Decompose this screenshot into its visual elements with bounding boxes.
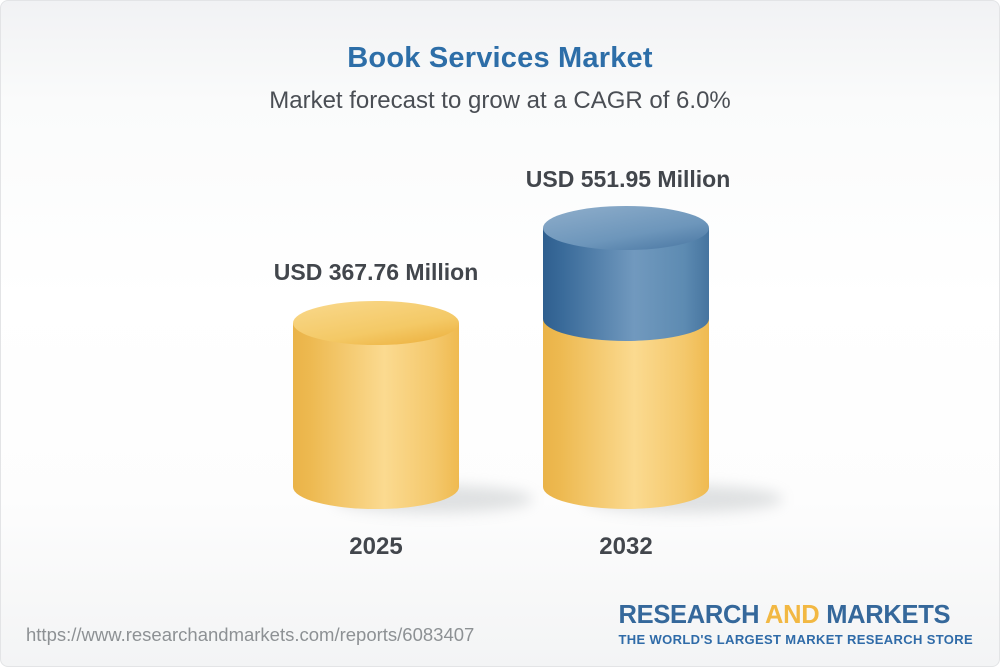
research-and-markets-logo: RESEARCH AND MARKETS THE WORLD'S LARGEST… <box>618 601 974 647</box>
cylinder-2032-base-segment <box>543 319 709 509</box>
chart-subtitle: Market forecast to grow at a CAGR of 6.0… <box>269 87 731 114</box>
chart-title: Book Services Market <box>347 42 653 74</box>
logo-word-research: RESEARCH <box>618 601 760 629</box>
category-label-2025: 2025 <box>349 533 403 560</box>
value-label-2032: USD 551.95 Million <box>525 166 731 192</box>
value-label-2025: USD 367.76 Million <box>273 259 479 285</box>
category-label-2032: 2032 <box>599 533 653 560</box>
cylinder-2032 <box>543 206 709 509</box>
logo-word-and: AND <box>765 601 820 629</box>
logo-word-markets: MARKETS <box>826 601 951 629</box>
logo-tagline: THE WORLD'S LARGEST MARKET RESEARCH STOR… <box>618 631 973 647</box>
cylinder-2025 <box>293 301 459 509</box>
logo-wordmark: RESEARCH AND MARKETS <box>618 601 974 629</box>
cylinder-2032-growth-segment <box>543 228 709 341</box>
report-url-link[interactable]: https://www.researchandmarkets.com/repor… <box>26 624 475 645</box>
